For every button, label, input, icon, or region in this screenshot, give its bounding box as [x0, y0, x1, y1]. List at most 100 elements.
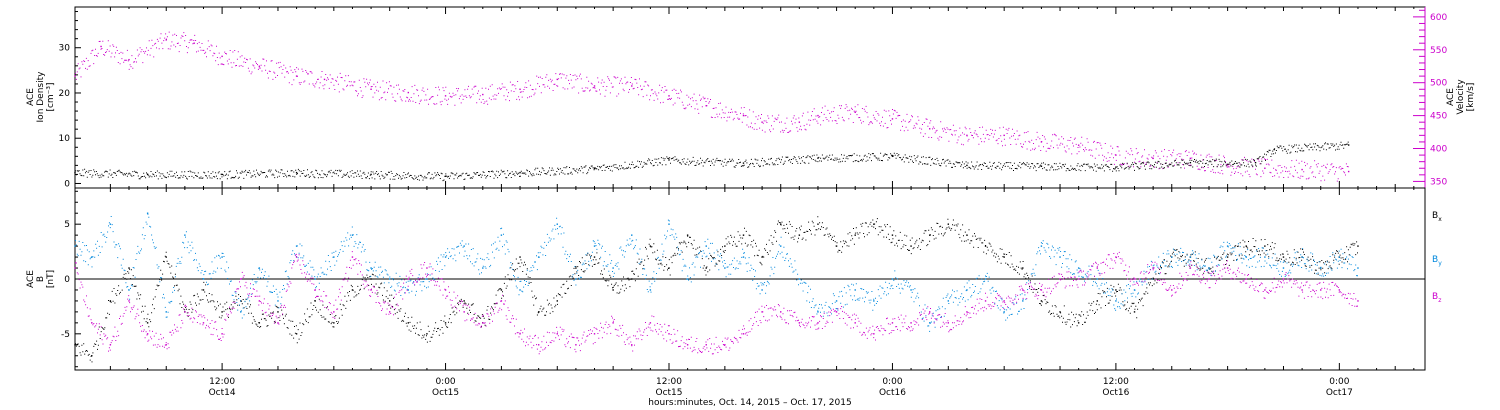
velocity-point — [100, 45, 102, 48]
bz-point — [1152, 267, 1154, 269]
bz-point — [537, 344, 540, 346]
by-point — [649, 289, 652, 291]
b-axis-label: ACE B [nT] — [26, 270, 56, 288]
bx-point — [1003, 256, 1005, 258]
by-point — [910, 289, 912, 291]
bz-point — [780, 311, 782, 313]
bz-point — [1003, 300, 1005, 302]
by-series — [74, 212, 1359, 332]
by-point — [1077, 267, 1080, 269]
by-point — [984, 278, 987, 280]
by-point — [575, 278, 577, 280]
bz-cloud — [75, 251, 1358, 355]
bx-point — [537, 311, 540, 313]
velocity-point — [519, 88, 521, 90]
density-point — [1254, 161, 1257, 164]
by-point — [1022, 300, 1024, 302]
bz-point — [500, 300, 503, 302]
density-point — [1347, 144, 1350, 146]
velocity-point — [556, 78, 558, 81]
by-point — [370, 267, 372, 269]
bx-point — [1226, 256, 1229, 258]
bz-point — [742, 333, 745, 335]
bx-point — [1096, 300, 1098, 302]
bz-point — [388, 311, 391, 313]
bz-point — [426, 267, 428, 269]
bz-point — [1077, 278, 1080, 280]
x-tick-day-label: Oct15 — [655, 388, 682, 398]
bz-point — [1171, 289, 1173, 291]
by-point — [351, 234, 354, 236]
bx-point — [1133, 311, 1136, 313]
bz-point — [1338, 289, 1341, 291]
bz-point — [984, 300, 987, 302]
bz-point — [1096, 267, 1098, 269]
left-density-tick-label: 20 — [59, 89, 71, 99]
x-tick-time-label: 0:00 — [882, 377, 902, 387]
velocity-point — [1115, 154, 1117, 156]
by-point — [146, 212, 149, 214]
bx-point — [1245, 245, 1247, 247]
bx-point — [221, 311, 223, 313]
bx-point — [146, 322, 149, 324]
by-point — [314, 278, 316, 280]
bz-point — [482, 322, 484, 324]
bx-point — [109, 300, 112, 302]
velocity-point — [854, 111, 856, 114]
bx-point — [1022, 267, 1024, 269]
density-point — [593, 167, 596, 170]
left-axis-label-line: ACE — [26, 88, 36, 106]
by-point — [1320, 267, 1322, 269]
bz-point — [221, 333, 223, 335]
bx-point — [891, 234, 894, 236]
by-point — [947, 300, 950, 302]
by-point — [91, 256, 93, 258]
density-series — [74, 141, 1350, 182]
by-point — [109, 223, 112, 225]
velocity-point — [128, 58, 130, 61]
x-tick-day-label: Oct17 — [1326, 388, 1353, 398]
bx-point — [1282, 256, 1285, 258]
bx-point — [798, 234, 801, 236]
by-point — [1189, 256, 1192, 258]
density-point — [370, 173, 372, 176]
bx-point — [407, 322, 410, 324]
velocity-point — [1152, 157, 1154, 160]
bx-point — [947, 223, 950, 225]
bz-point — [873, 333, 875, 335]
velocity-point — [221, 55, 223, 58]
bz-point — [1264, 289, 1266, 291]
bz-point — [1245, 278, 1247, 280]
x-tick-day-label: Oct15 — [432, 388, 459, 398]
bz-point — [314, 289, 316, 291]
bz-point — [556, 333, 558, 335]
by-point — [1040, 245, 1043, 247]
by-point — [1264, 256, 1266, 258]
bz-point — [146, 333, 149, 335]
b-axis-label-line: [nT] — [46, 270, 56, 288]
bz-point — [202, 322, 205, 324]
bz-point — [1133, 278, 1136, 280]
left-axis-label: ACE Ion Density [cm⁻³] — [26, 71, 56, 123]
velocity-point — [966, 134, 968, 137]
bx-point — [984, 245, 987, 247]
bx-point — [314, 300, 316, 302]
density-point — [1115, 166, 1117, 168]
by-point — [537, 256, 540, 258]
bx-point — [277, 311, 279, 313]
density-point — [742, 162, 745, 164]
by-point — [1226, 245, 1229, 247]
bx-point — [426, 333, 428, 335]
by-point — [1208, 267, 1210, 269]
density-point — [668, 159, 670, 161]
left-density-tick-label: 10 — [59, 134, 71, 144]
x-tick-time-label: 0:00 — [1329, 377, 1349, 387]
bx-point — [854, 234, 856, 236]
right-velocity-tick-label: 450 — [1430, 112, 1447, 122]
by-point — [873, 300, 875, 302]
bz-point — [109, 344, 112, 346]
x-tick-time-label: 0:00 — [435, 377, 455, 387]
by-point — [295, 245, 298, 247]
bz-series — [74, 251, 1359, 355]
by-point — [761, 289, 763, 291]
